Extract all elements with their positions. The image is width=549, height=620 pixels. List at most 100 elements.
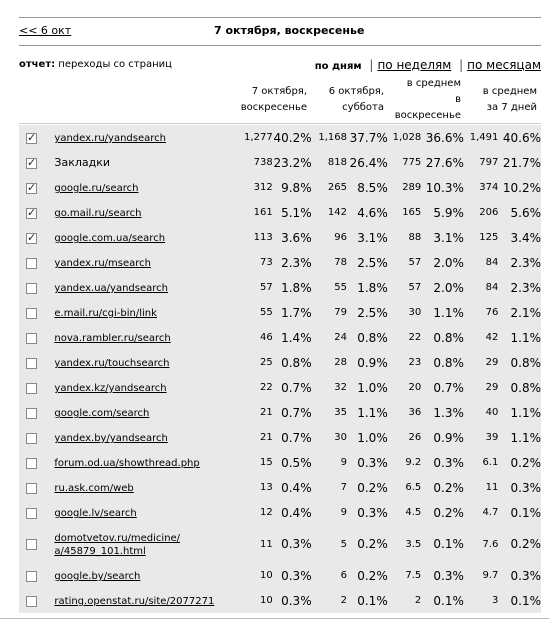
column-header-oct6: 6 октября, суббота	[328, 86, 384, 113]
source-link[interactable]: yandex.by/yandsearch	[54, 433, 168, 444]
checkbox-cell	[19, 225, 55, 250]
share-percent: 1.4%	[272, 325, 312, 350]
column-header-oct7: 7 октября, воскресенье	[240, 86, 307, 113]
share-percent: 5.1%	[272, 200, 312, 225]
visits-value: 88	[387, 225, 422, 250]
table-row: google.com.ua/search1133.6%963.1%883.1%1…	[19, 225, 541, 250]
share-percent: 1.8%	[272, 275, 312, 300]
period-switcher: по дням | по неделям | по месяцам	[315, 58, 541, 72]
source-link-line: domotvetov.ru/medicine/	[54, 533, 181, 544]
row-checkbox[interactable]	[26, 231, 37, 244]
table-row: google.com/search 21 0.7% 35 1.1% 36 1.3% 40 1.1…	[19, 400, 541, 425]
source-link[interactable]: nova.rambler.ru/search	[54, 333, 171, 344]
source-link[interactable]: go.mail.ru/search	[54, 208, 142, 219]
row-checkbox[interactable]	[26, 570, 37, 582]
table-row: yandex.ua/yandsearch 57 1.8% 55 1.8% 57 2.0% 84…	[19, 275, 541, 300]
report-value: переходы со страниц	[58, 59, 172, 70]
visits-value: 1,491	[463, 125, 499, 150]
visits-value: 55	[311, 275, 347, 300]
share-percent: 8.5%	[346, 175, 388, 200]
source-link[interactable]: yandex.ua/yandsearch	[54, 283, 168, 294]
period-by-week-link[interactable]: по неделям	[377, 58, 452, 72]
visits-value: 57	[387, 275, 422, 300]
share-percent: 0.3%	[421, 563, 464, 588]
checkbox-cell	[19, 200, 55, 225]
table-row: forum.od.ua/showthread.php 15 0.5% 9 0.3% 9.2…	[19, 450, 541, 475]
source-link[interactable]: forum.od.ua/showthread.php	[54, 458, 200, 469]
checkbox-cell	[19, 275, 55, 300]
column-header-avg-sunday: в среднем в воскресенье	[394, 78, 461, 121]
separator: |	[369, 58, 374, 72]
source-link[interactable]: ru.ask.com/web	[54, 483, 134, 494]
share-percent: 1.1%	[498, 425, 541, 450]
visits-value: 84	[463, 250, 499, 275]
source-name-cell: yandex.ru/yandsearch	[54, 125, 236, 150]
checkbox-cell	[19, 350, 55, 375]
source-link[interactable]: yandex.kz/yandsearch	[54, 383, 167, 394]
row-checkbox[interactable]	[26, 457, 37, 469]
visits-value: 10	[235, 588, 273, 613]
source-link[interactable]: google.ru/search	[54, 183, 139, 194]
checkbox-cell	[19, 475, 55, 500]
prev-day-link[interactable]: << 6 окт	[19, 24, 72, 37]
row-checkbox[interactable]	[26, 181, 37, 194]
checkbox-cell	[19, 563, 55, 588]
visits-value: 3	[463, 588, 499, 613]
source-link[interactable]: yandex.ru/msearch	[54, 258, 151, 269]
share-percent: 0.3%	[272, 563, 312, 588]
source-link[interactable]: rating.openstat.ru/site/2077271	[54, 596, 215, 607]
row-checkbox[interactable]	[26, 482, 37, 494]
share-percent: 0.2%	[421, 500, 464, 525]
visits-value: 21	[235, 425, 273, 450]
source-link[interactable]: google.lv/search	[54, 508, 137, 519]
share-percent: 0.8%	[498, 350, 541, 375]
row-checkbox[interactable]	[26, 257, 37, 269]
row-checkbox[interactable]	[26, 307, 37, 319]
share-percent: 0.8%	[421, 325, 464, 350]
source-link[interactable]: domotvetov.ru/medicine/a/45879_101.html	[54, 533, 180, 557]
share-percent: 0.7%	[272, 375, 312, 400]
share-percent: 0.3%	[498, 475, 541, 500]
row-checkbox[interactable]	[26, 407, 37, 419]
share-percent: 40.6%	[498, 125, 541, 150]
source-link[interactable]: google.com.ua/search	[54, 233, 166, 244]
visits-value: 25	[235, 350, 273, 375]
source-name-cell: google.by/search	[54, 563, 236, 588]
share-percent: 0.3%	[272, 588, 312, 613]
visits-value: 9	[311, 500, 347, 525]
row-checkbox[interactable]	[26, 156, 37, 169]
source-link[interactable]: yandex.ru/touchsearch	[54, 358, 170, 369]
visits-value: 6.5	[387, 475, 422, 500]
period-by-month-link[interactable]: по месяцам	[467, 58, 541, 72]
table-row: rating.openstat.ru/site/2077271 10 0.3% 2 0.…	[19, 588, 541, 613]
row-checkbox[interactable]	[26, 595, 37, 607]
share-percent: 0.7%	[421, 375, 464, 400]
share-percent: 37.7%	[346, 125, 388, 150]
row-checkbox[interactable]	[26, 382, 37, 394]
visits-value: 30	[311, 425, 347, 450]
source-link[interactable]: yandex.ru/yandsearch	[54, 133, 166, 144]
row-checkbox[interactable]	[26, 332, 37, 344]
row-checkbox[interactable]	[26, 507, 37, 519]
share-percent: 0.5%	[272, 450, 312, 475]
source-link[interactable]: e.mail.ru/cgi-bin/link	[54, 308, 157, 319]
row-checkbox[interactable]	[26, 282, 37, 294]
source-link[interactable]: google.com/search	[54, 408, 150, 419]
visits-value: 4.7	[463, 500, 499, 525]
visits-value: 12	[235, 500, 273, 525]
report-label: отчет:	[19, 59, 56, 70]
row-checkbox[interactable]	[26, 131, 37, 144]
visits-value: 2	[387, 588, 422, 613]
row-checkbox[interactable]	[26, 539, 37, 550]
visits-value: 76	[463, 300, 499, 325]
row-checkbox[interactable]	[26, 432, 37, 444]
row-checkbox[interactable]	[26, 206, 37, 219]
share-percent: 36.6%	[421, 125, 464, 150]
nav-divider	[19, 45, 541, 46]
column-header-avg-7days: в среднем за 7 дней	[482, 86, 537, 113]
visits-value: 11	[463, 475, 499, 500]
share-percent: 2.3%	[272, 250, 312, 275]
source-link[interactable]: google.by/search	[54, 571, 141, 582]
row-checkbox[interactable]	[26, 357, 37, 369]
visits-value: 312	[235, 175, 273, 200]
